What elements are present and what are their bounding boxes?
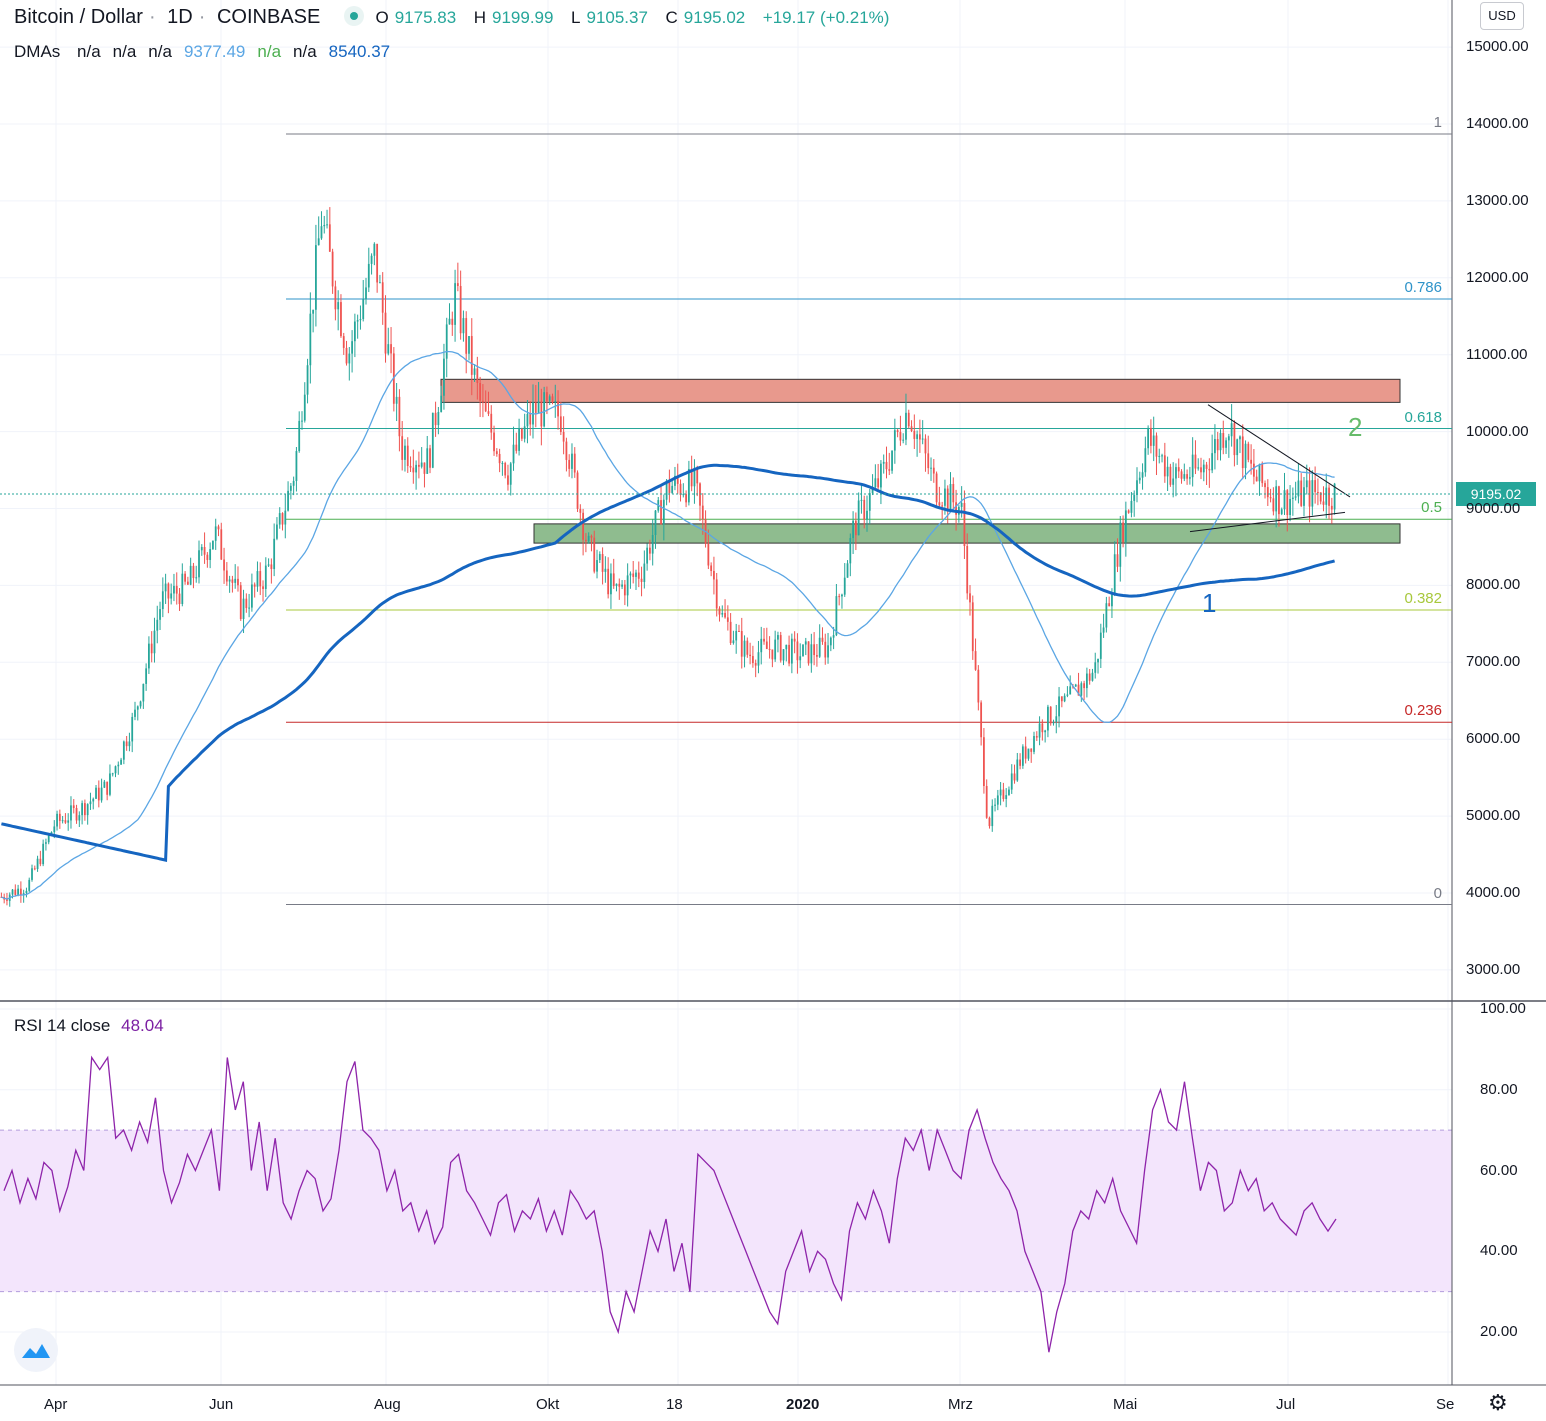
- separator: ·: [198, 6, 206, 28]
- time-tick: Jul: [1276, 1396, 1296, 1413]
- fib-level-label: 0.236: [1404, 702, 1442, 720]
- rsi-tick: 80.00: [1480, 1080, 1518, 1098]
- rsi-tick: 60.00: [1480, 1161, 1518, 1179]
- price-tick: 12000.00: [1466, 268, 1529, 286]
- price-tick: 4000.00: [1466, 884, 1521, 901]
- price-tick: 15000.00: [1466, 38, 1529, 56]
- price-tick: 7000.00: [1466, 653, 1521, 671]
- ohlc-change: +19.17 (+0.21%): [762, 8, 890, 27]
- dma-value: n/a: [257, 42, 282, 61]
- interval: 1D: [167, 6, 193, 28]
- dma-value: 9377.49: [183, 42, 246, 61]
- wave-label: 1: [1202, 588, 1217, 618]
- dma-value: n/a: [148, 42, 172, 61]
- fib-level-label: 1: [1433, 113, 1442, 131]
- time-tick: Okt: [536, 1396, 560, 1413]
- time-tick: Jun: [209, 1396, 234, 1413]
- dmas-legend[interactable]: DMAs n/a n/a n/a 9377.49 n/a n/a 8540.37: [14, 42, 402, 62]
- time-tick: Apr: [44, 1396, 68, 1413]
- fib-level-label: 0.618: [1404, 408, 1442, 426]
- symbol-legend[interactable]: Bitcoin / Dollar · 1D · COINBASE O 9175.83 …: [14, 6, 895, 29]
- fib-level-label: 0.5: [1421, 499, 1442, 517]
- fib-level-label: 0.382: [1404, 590, 1442, 607]
- wave-label: 2: [1348, 412, 1363, 442]
- price-tick: 9000.00: [1466, 499, 1521, 517]
- exchange: COINBASE: [216, 6, 321, 28]
- rsi-tick: 100.00: [1480, 1000, 1526, 1017]
- dma-value: 8540.37: [328, 42, 391, 61]
- rsi-tick: 40.00: [1480, 1242, 1518, 1260]
- dmas-values: n/a n/a n/a 9377.49 n/a n/a 8540.37: [71, 42, 396, 61]
- time-tick: Mai: [1113, 1396, 1138, 1413]
- price-tick: 8000.00: [1466, 576, 1521, 594]
- dma-value: n/a: [293, 42, 317, 61]
- price-tick: 11000.00: [1466, 345, 1528, 363]
- rsi-legend[interactable]: RSI 14 close 48.04: [14, 1016, 170, 1036]
- price-tick: 3000.00: [1466, 960, 1521, 978]
- time-tick: Aug: [374, 1396, 401, 1413]
- market-status-icon: [343, 6, 364, 26]
- ohlc-high: H 9199.99: [473, 8, 554, 27]
- gear-icon[interactable]: ⚙: [1488, 1390, 1508, 1415]
- dma-value: n/a: [77, 42, 101, 61]
- fib-level-label: 0.786: [1404, 278, 1442, 296]
- rsi-tick: 20.00: [1480, 1323, 1518, 1340]
- time-tick: 2020: [786, 1396, 820, 1413]
- ohlc-open: O 9175.83: [375, 8, 457, 27]
- price-tick: 5000.00: [1466, 807, 1521, 825]
- price-tick: 10000.00: [1466, 422, 1529, 440]
- currency-button[interactable]: USD: [1480, 2, 1524, 30]
- last-price-badge: 9195.02: [1456, 482, 1536, 506]
- price-tick: 13000.00: [1466, 191, 1529, 209]
- separator: ·: [148, 6, 156, 28]
- time-tick: Se: [1436, 1396, 1455, 1413]
- price-tick: 14000.00: [1466, 115, 1529, 132]
- rsi-label: RSI 14 close: [14, 1016, 111, 1035]
- ohlc-close: C 9195.02: [665, 8, 746, 27]
- rsi-value: 48.04: [121, 1016, 164, 1035]
- tradingview-logo-icon[interactable]: [14, 1328, 58, 1372]
- ohlc-low: L 9105.37: [571, 8, 648, 27]
- dmas-label: DMAs: [14, 42, 61, 61]
- dma-value: n/a: [112, 42, 137, 61]
- fib-level-label: 0: [1433, 884, 1442, 902]
- symbol-name: Bitcoin / Dollar: [14, 6, 143, 28]
- time-tick: 18: [666, 1396, 683, 1413]
- price-tick: 6000.00: [1466, 730, 1521, 748]
- time-tick: Mrz: [948, 1396, 973, 1413]
